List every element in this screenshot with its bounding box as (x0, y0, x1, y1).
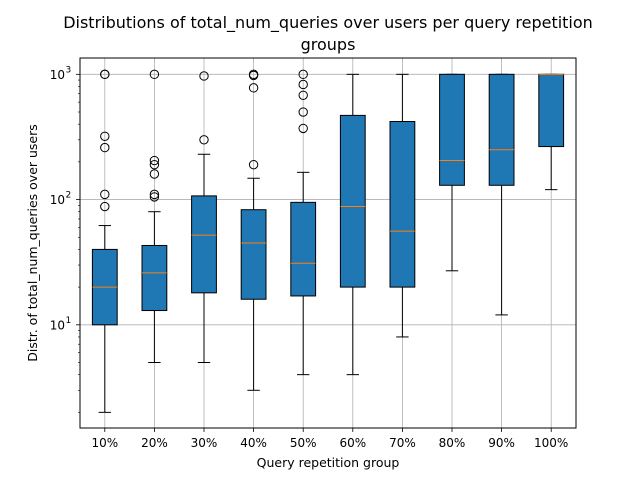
outlier-point (100, 189, 110, 200)
box-iqr (439, 73, 465, 186)
outlier-point (149, 155, 160, 166)
outlier-point (298, 69, 308, 80)
outlier-point (298, 79, 308, 90)
chart-title-line2: groups (301, 35, 356, 54)
outlier-point (149, 159, 160, 170)
x-axis-label: Query repetition group (257, 455, 400, 470)
box-group (339, 73, 366, 376)
outlier-point (298, 123, 308, 134)
y-tick-exponent: 1 (66, 316, 72, 326)
outlier-point (149, 69, 160, 80)
box-iqr (488, 73, 515, 186)
outlier-point (100, 201, 110, 212)
x-tick-label: 100% (534, 436, 568, 450)
box-iqr (290, 201, 317, 297)
x-tick-label: 10% (91, 436, 118, 450)
y-tick-label: 10 (50, 318, 65, 332)
outlier-point (248, 159, 259, 170)
x-tick-label: 40% (240, 436, 267, 450)
box-series (91, 69, 565, 413)
x-tick-label: 80% (439, 436, 466, 450)
y-axis-label: Distr. of total_num_queries over users (25, 124, 40, 362)
outlier-point (149, 169, 160, 179)
box-group (91, 69, 118, 413)
outlier-point (199, 135, 209, 145)
box-group (191, 71, 217, 364)
x-tick-label: 30% (191, 436, 218, 450)
box-iqr (389, 121, 416, 288)
box-group (488, 73, 515, 316)
outlier-point (248, 69, 259, 80)
box-iqr (191, 195, 217, 294)
y-tick-label: 10 (50, 68, 65, 82)
box-iqr (339, 114, 366, 288)
box-group (290, 69, 317, 376)
outlier-point (199, 71, 209, 81)
box-group (389, 73, 416, 338)
outlier-point (100, 142, 110, 153)
x-tick-label: 20% (141, 436, 168, 450)
y-tick-exponent: 2 (66, 191, 72, 201)
box-group (240, 69, 267, 391)
outlier-point (248, 83, 259, 93)
outlier-point (149, 192, 160, 202)
plot-area-frame (79, 57, 577, 429)
y-tick-exponent: 3 (66, 65, 72, 75)
box-iqr (538, 73, 565, 148)
outlier-point (100, 131, 110, 142)
x-tick-label: 50% (290, 436, 317, 450)
box-group (538, 73, 565, 191)
x-tick-label: 60% (339, 436, 366, 450)
x-tick-label: 90% (488, 436, 515, 450)
outlier-point (298, 107, 308, 117)
x-tick-label: 70% (389, 436, 416, 450)
box-group (141, 69, 168, 364)
chart-title-line1: Distributions of total_num_queries over … (63, 13, 593, 33)
y-tick-label: 10 (50, 193, 65, 207)
box-group (439, 73, 465, 272)
box-iqr (240, 209, 267, 300)
outlier-point (149, 189, 160, 200)
outlier-point (100, 69, 110, 80)
outlier-point (298, 90, 308, 101)
box-iqr (141, 244, 168, 312)
